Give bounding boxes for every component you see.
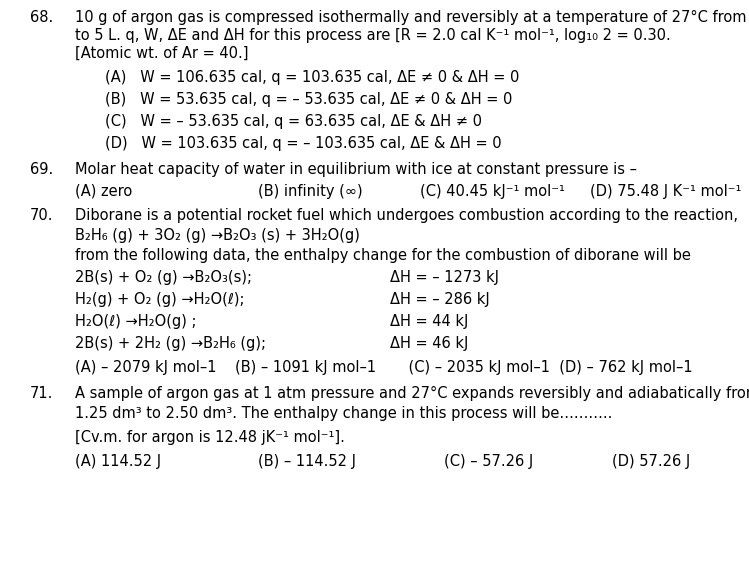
Text: (D)   W = 103.635 cal, q = – 103.635 cal, ΔE & ΔH = 0: (D) W = 103.635 cal, q = – 103.635 cal, … <box>105 136 502 151</box>
Text: ΔH = – 286 kJ: ΔH = – 286 kJ <box>390 292 490 307</box>
Text: B₂H₆ (g) + 3O₂ (g) →B₂O₃ (s) + 3H₂O(g): B₂H₆ (g) + 3O₂ (g) →B₂O₃ (s) + 3H₂O(g) <box>75 228 360 243</box>
Text: (C)   W = – 53.635 cal, q = 63.635 cal, ΔE & ΔH ≠ 0: (C) W = – 53.635 cal, q = 63.635 cal, ΔE… <box>105 114 482 129</box>
Text: 68.: 68. <box>30 10 53 25</box>
Text: (C) – 57.26 J: (C) – 57.26 J <box>444 454 533 469</box>
Text: (D) 75.48 J K⁻¹ mol⁻¹: (D) 75.48 J K⁻¹ mol⁻¹ <box>590 184 742 199</box>
Text: H₂O(ℓ) →H₂O(g) ;: H₂O(ℓ) →H₂O(g) ; <box>75 314 196 329</box>
Text: (A)   W = 106.635 cal, q = 103.635 cal, ΔE ≠ 0 & ΔH = 0: (A) W = 106.635 cal, q = 103.635 cal, ΔE… <box>105 70 519 85</box>
Text: A sample of argon gas at 1 atm pressure and 27°C expands reversibly and adiabati: A sample of argon gas at 1 atm pressure … <box>75 386 749 401</box>
Text: from the following data, the enthalpy change for the combustion of diborane will: from the following data, the enthalpy ch… <box>75 248 691 263</box>
Text: 71.: 71. <box>30 386 53 401</box>
Text: 10 g of argon gas is compressed isothermally and reversibly at a temperature of : 10 g of argon gas is compressed isotherm… <box>75 10 749 25</box>
Text: (C) 40.45 kJ⁻¹ mol⁻¹: (C) 40.45 kJ⁻¹ mol⁻¹ <box>420 184 565 199</box>
Text: (B) – 114.52 J: (B) – 114.52 J <box>258 454 356 469</box>
Text: ΔH = 44 kJ: ΔH = 44 kJ <box>390 314 468 329</box>
Text: 70.: 70. <box>30 208 53 223</box>
Text: ΔH = 46 kJ: ΔH = 46 kJ <box>390 336 468 351</box>
Text: (A) zero: (A) zero <box>75 184 133 199</box>
Text: Diborane is a potential rocket fuel which undergoes combustion according to the : Diborane is a potential rocket fuel whic… <box>75 208 738 223</box>
Text: ΔH = – 1273 kJ: ΔH = – 1273 kJ <box>390 270 499 285</box>
Text: (A) 114.52 J: (A) 114.52 J <box>75 454 161 469</box>
Text: [Cv.m. for argon is 12.48 jK⁻¹ mol⁻¹].: [Cv.m. for argon is 12.48 jK⁻¹ mol⁻¹]. <box>75 430 345 445</box>
Text: 69.: 69. <box>30 162 53 177</box>
Text: (D) 57.26 J: (D) 57.26 J <box>612 454 691 469</box>
Text: (B) infinity (∞): (B) infinity (∞) <box>258 184 363 199</box>
Text: H₂(g) + O₂ (g) →H₂O(ℓ);: H₂(g) + O₂ (g) →H₂O(ℓ); <box>75 292 244 307</box>
Text: (B)   W = 53.635 cal, q = – 53.635 cal, ΔE ≠ 0 & ΔH = 0: (B) W = 53.635 cal, q = – 53.635 cal, ΔE… <box>105 92 512 107</box>
Text: 1.25 dm³ to 2.50 dm³. The enthalpy change in this process will be………..: 1.25 dm³ to 2.50 dm³. The enthalpy chang… <box>75 406 613 421</box>
Text: 2B(s) + O₂ (g) →B₂O₃(s);: 2B(s) + O₂ (g) →B₂O₃(s); <box>75 270 252 285</box>
Text: [Atomic wt. of Ar = 40.]: [Atomic wt. of Ar = 40.] <box>75 46 249 61</box>
Text: Molar heat capacity of water in equilibrium with ice at constant pressure is –: Molar heat capacity of water in equilibr… <box>75 162 637 177</box>
Text: 2B(s) + 2H₂ (g) →B₂H₆ (g);: 2B(s) + 2H₂ (g) →B₂H₆ (g); <box>75 336 266 351</box>
Text: (A) – 2079 kJ mol–1    (B) – 1091 kJ mol–1       (C) – 2035 kJ mol–1  (D) – 762 : (A) – 2079 kJ mol–1 (B) – 1091 kJ mol–1 … <box>75 360 693 375</box>
Text: to 5 L. q, W, ΔE and ΔH for this process are [R = 2.0 cal K⁻¹ mol⁻¹, log₁₀ 2 = 0: to 5 L. q, W, ΔE and ΔH for this process… <box>75 28 671 43</box>
